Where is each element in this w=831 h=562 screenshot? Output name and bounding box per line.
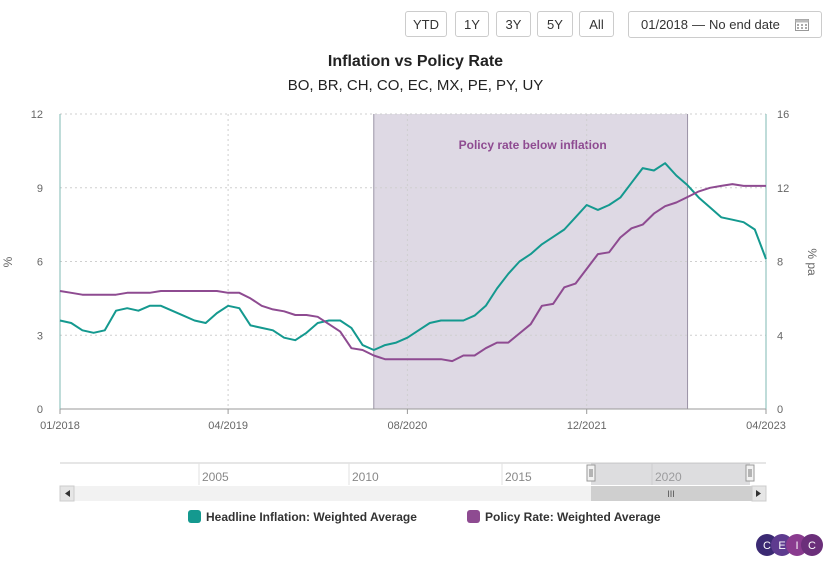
date-range-separator: —: [692, 17, 705, 32]
y-left-tick-label: 3: [37, 330, 43, 342]
date-range-start: 01/2018: [641, 17, 688, 32]
x-tick-label: 12/2021: [567, 420, 607, 432]
legend-label-policy-rate: Policy Rate: Weighted Average: [485, 510, 661, 524]
y-right-tick-label: 0: [777, 404, 783, 416]
navigator-scrollbar-track: [60, 486, 766, 501]
chart-subtitle: BO, BR, CH, CO, EC, MX, PE, PY, UY: [287, 77, 544, 94]
y-left-tick-label: 6: [37, 257, 43, 269]
x-tick-label: 08/2020: [388, 420, 428, 432]
navigator-year-label: 2010: [352, 470, 379, 484]
navigator-year-label: 2005: [202, 470, 229, 484]
navigator-year-label: 2015: [505, 470, 532, 484]
chevron-left-icon: [65, 490, 70, 497]
legend-item-policy-rate[interactable]: Policy Rate: Weighted Average: [467, 510, 661, 526]
navigator-scrollbar-grip: III: [667, 489, 675, 499]
shaded-region-label: Policy rate below inflation: [459, 138, 607, 152]
range-button-ytd[interactable]: YTD: [405, 11, 447, 37]
y-left-axis-label: %: [1, 256, 15, 267]
range-button-3y[interactable]: 3Y: [496, 11, 531, 37]
y-left-tick-label: 9: [37, 183, 43, 195]
logo-letter-i: I: [795, 540, 798, 552]
logo-letter-c1: C: [763, 540, 771, 552]
date-range-end: No end date: [709, 17, 780, 32]
range-button-1y[interactable]: 1Y: [455, 11, 489, 37]
navigator-handle-left[interactable]: [586, 464, 596, 482]
y-right-tick-label: 12: [777, 183, 789, 195]
chart-title: Inflation vs Policy Rate: [327, 53, 504, 70]
y-left-tick-label: 12: [31, 109, 43, 121]
legend-label-inflation: Headline Inflation: Weighted Average: [206, 510, 417, 524]
date-range-picker[interactable]: 01/2018 — No end date: [628, 11, 822, 38]
y-left-tick-label: 0: [37, 404, 43, 416]
y-right-tick-label: 8: [777, 257, 783, 269]
navigator-scrollbar-thumb[interactable]: [591, 486, 760, 501]
navigator-handle-right[interactable]: [745, 464, 755, 482]
ceic-logo: C E I C: [756, 534, 823, 556]
series-line-policy-rate: [59, 183, 766, 363]
y-right-axis-label: % pa: [805, 248, 819, 276]
navigator-year-label: 2020: [655, 470, 682, 484]
series-line-inflation: [59, 162, 767, 351]
range-button-5y[interactable]: 5Y: [537, 11, 573, 37]
y-right-tick-label: 16: [777, 109, 789, 121]
legend-swatch-inflation: [188, 510, 201, 523]
logo-letter-c2: C: [808, 540, 816, 552]
chevron-right-icon: [756, 490, 761, 497]
legend-item-inflation[interactable]: Headline Inflation: Weighted Average: [188, 510, 417, 526]
calendar-icon[interactable]: [795, 18, 809, 31]
range-button-all[interactable]: All: [579, 11, 614, 37]
navigator-selection: [591, 463, 750, 485]
x-tick-label: 04/2019: [208, 420, 248, 432]
x-tick-label: 04/2023: [746, 420, 786, 432]
x-tick-label: 01/2018: [40, 420, 80, 432]
y-right-tick-label: 4: [777, 330, 783, 342]
logo-letter-e: E: [778, 540, 785, 552]
legend-swatch-policy-rate: [467, 510, 480, 523]
